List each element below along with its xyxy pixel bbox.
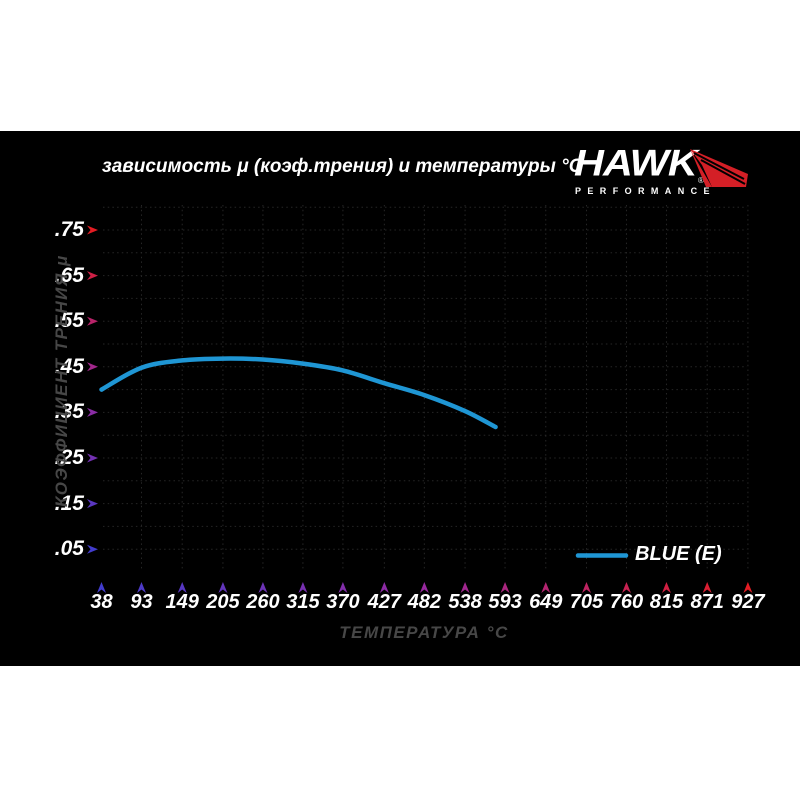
x-tick-label: 38 [90, 591, 113, 613]
x-tick-arrow-icon [541, 582, 551, 593]
hawk-logo: HAWK ® PERFORMANCE [570, 142, 750, 198]
y-tick-arrow-icon [87, 225, 98, 235]
x-tick-label: 760 [609, 591, 644, 613]
x-tick-arrow-icon [258, 582, 268, 593]
x-tick-label: 149 [165, 591, 199, 613]
x-tick-arrow-icon [218, 582, 228, 593]
x-tick-arrow-icon [702, 582, 712, 593]
y-tick-arrow-icon [87, 544, 98, 554]
y-tick-label: .65 [54, 263, 84, 287]
x-tick-label: 315 [286, 591, 320, 613]
y-tick-label: .45 [54, 354, 84, 378]
x-axis-title: ТЕМПЕРАТУРА °C [339, 623, 509, 642]
x-tick-label: 593 [488, 591, 522, 613]
chart-title: зависимость μ (коэф.трения) и температур… [102, 156, 583, 177]
x-tick-label: 205 [206, 591, 240, 613]
tick-arrows [87, 225, 753, 593]
x-tick-arrow-icon [621, 582, 631, 593]
y-tick-label: .55 [54, 309, 84, 333]
x-tick-arrow-icon [338, 582, 348, 593]
hawk-logo-subtitle: PERFORMANCE [575, 186, 716, 196]
y-axis-title: КОЭФФИЦИЕНТ ТРЕНИЯ μ [52, 254, 71, 507]
y-tick-arrow-icon [87, 499, 98, 509]
y-tick-label: .05 [54, 537, 84, 561]
x-tick-arrow-icon [136, 582, 146, 593]
x-tick-arrow-icon [460, 582, 470, 593]
x-tick-label: 538 [448, 591, 482, 613]
y-tick-label: .15 [54, 491, 84, 515]
y-tick-arrow-icon [87, 271, 98, 281]
registered-mark: ® [698, 176, 704, 185]
hawk-logo-text: HAWK [574, 142, 698, 184]
y-tick-arrow-icon [87, 362, 98, 372]
x-tick-label: 815 [649, 591, 684, 613]
x-tick-label: 871 [690, 591, 724, 613]
y-tick-arrow-icon [87, 453, 98, 463]
x-tick-label: 427 [367, 591, 402, 613]
y-tick-label: .35 [54, 400, 84, 424]
hawk-wing-icon [690, 149, 748, 187]
y-tick-arrow-icon [87, 407, 98, 417]
friction-curve [99, 356, 498, 430]
x-tick-arrow-icon [500, 582, 510, 593]
x-tick-arrow-icon [177, 582, 187, 593]
x-tick-label: 649 [529, 591, 563, 613]
x-tick-label: 927 [731, 591, 765, 613]
grid-lines [103, 205, 749, 570]
x-tick-label: 705 [569, 591, 604, 613]
x-tick-arrow-icon [97, 582, 106, 593]
legend-label: BLUE (E) [635, 543, 722, 565]
x-tick-arrow-icon [581, 582, 591, 593]
x-tick-arrow-icon [743, 582, 753, 593]
x-tick-label: 260 [246, 591, 280, 613]
y-tick-label: .75 [54, 218, 84, 241]
x-tick-arrow-icon [661, 582, 671, 593]
x-tick-label: 482 [407, 591, 442, 613]
x-tick-label: 370 [326, 591, 360, 613]
x-tick-label: 93 [130, 591, 153, 613]
x-tick-arrow-icon [379, 582, 389, 593]
x-tick-arrow-icon [419, 582, 429, 593]
y-tick-arrow-icon [87, 316, 98, 326]
y-tick-label: .25 [54, 446, 84, 469]
x-tick-arrow-icon [298, 582, 308, 593]
